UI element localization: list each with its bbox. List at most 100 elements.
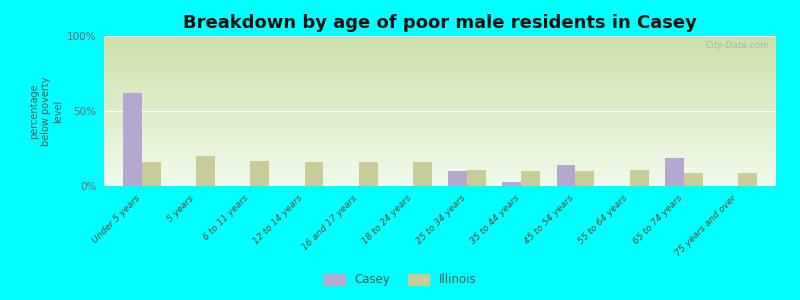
Bar [104,120,776,122]
Bar [104,128,776,129]
Bar [413,162,432,186]
Bar [448,171,467,186]
Bar [104,138,776,140]
Title: Breakdown by age of poor male residents in Casey: Breakdown by age of poor male residents … [183,14,697,32]
Bar [104,46,776,48]
Bar [104,172,776,174]
Bar [104,164,776,165]
Bar [104,98,776,99]
Bar [684,172,703,186]
Bar [104,85,776,87]
Bar [104,64,776,66]
Bar [104,75,776,76]
Bar [104,118,776,120]
Bar [104,60,776,61]
Bar [104,123,776,124]
Bar [104,180,776,182]
Bar [104,152,776,153]
Bar [104,51,776,52]
Bar [104,52,776,54]
Legend: Casey, Illinois: Casey, Illinois [319,269,481,291]
Bar [104,130,776,132]
Bar [104,129,776,130]
Text: City-Data.com: City-Data.com [706,40,770,50]
Bar [104,141,776,142]
Bar [104,112,776,114]
Bar [104,171,776,172]
Bar [104,45,776,46]
Bar [104,38,776,39]
Bar [104,150,776,152]
Bar [522,171,540,186]
Bar [104,56,776,57]
Bar [104,169,776,171]
Bar [104,108,776,110]
Bar [104,76,776,78]
Bar [104,74,776,75]
Bar [104,78,776,80]
Bar [196,156,215,186]
Bar [665,158,684,186]
Bar [738,172,757,186]
Bar [104,147,776,148]
Bar [104,184,776,186]
Bar [104,154,776,156]
Bar [575,171,594,186]
Bar [250,160,270,186]
Bar [104,134,776,135]
Bar [104,88,776,90]
Bar [630,169,649,186]
Bar [104,103,776,105]
Bar [104,105,776,106]
Bar [104,63,776,64]
Bar [104,174,776,176]
Bar [104,106,776,108]
Bar [104,90,776,92]
Bar [305,162,323,186]
Bar [104,44,776,45]
Bar [104,178,776,180]
Bar [104,39,776,40]
Bar [104,148,776,150]
Bar [104,168,776,170]
Bar [104,111,776,112]
Bar [104,158,776,159]
Bar [104,132,776,134]
Bar [104,40,776,42]
Bar [104,61,776,63]
Bar [467,169,486,186]
Bar [104,156,776,158]
Bar [104,144,776,146]
Bar [104,142,776,144]
Bar [142,162,161,186]
Bar [104,58,776,60]
Bar [104,110,776,111]
Bar [104,159,776,160]
Bar [104,162,776,164]
Bar [104,72,776,74]
Bar [104,96,776,98]
Bar [104,48,776,50]
Bar [358,162,378,186]
Bar [104,117,776,118]
Bar [104,160,776,162]
Bar [104,177,776,178]
Bar [104,126,776,128]
Bar [104,93,776,94]
Bar [104,54,776,56]
Bar [104,153,776,154]
Bar [104,69,776,70]
Bar [104,57,776,58]
Bar [104,135,776,136]
Bar [104,183,776,184]
Bar [104,70,776,72]
Bar [104,82,776,84]
Bar [104,68,776,69]
Bar [104,182,776,183]
Bar [104,114,776,116]
Bar [104,176,776,177]
Y-axis label: percentage
below poverty
level: percentage below poverty level [30,76,62,146]
Bar [104,84,776,86]
Bar [557,165,575,186]
Bar [104,136,776,138]
